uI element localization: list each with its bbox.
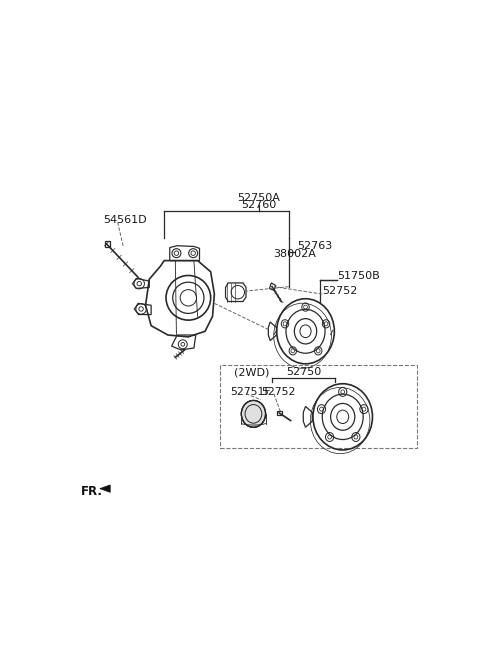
Text: 54561D: 54561D: [103, 215, 146, 226]
Text: 38002A: 38002A: [274, 249, 316, 259]
Text: FR.: FR.: [81, 485, 102, 498]
Text: (2WD): (2WD): [234, 367, 269, 377]
Text: 52752: 52752: [262, 386, 296, 396]
Text: 52750: 52750: [286, 367, 321, 377]
Text: 51750B: 51750B: [337, 271, 380, 281]
Text: 52763: 52763: [297, 241, 333, 251]
Text: 52760: 52760: [241, 200, 276, 210]
Bar: [220, 365, 417, 449]
Ellipse shape: [241, 400, 265, 427]
Text: 52752: 52752: [322, 286, 358, 296]
Polygon shape: [100, 485, 110, 493]
Text: 52750A: 52750A: [238, 194, 280, 203]
Text: 52751F: 52751F: [230, 386, 271, 396]
